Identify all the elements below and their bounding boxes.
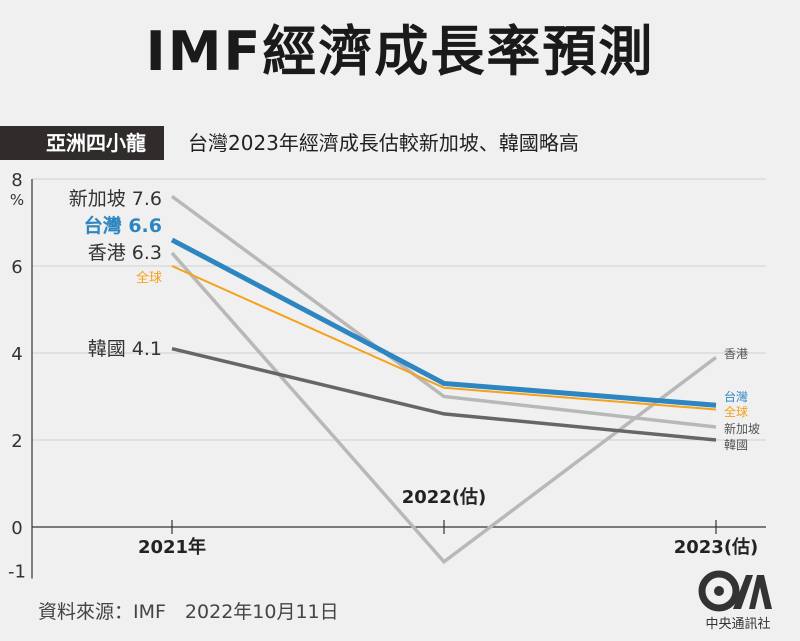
logo-label: 中央通訊社 [705,617,771,632]
end-label-global: 全球 [724,404,748,419]
grid-lines [32,178,766,528]
y-tick-label: 0 [11,518,22,539]
y-tick-label: 8 [11,170,22,191]
start-label-hongkong: 香港 6.3 [88,242,162,264]
x-category-label: 2023(估) [674,536,759,558]
series-line-hongkong [170,251,718,565]
series-line-singapore [170,194,717,429]
start-label-singapore: 新加坡 7.6 [69,188,162,210]
start-label-korea: 韓國 4.1 [88,338,162,360]
y-tick-label: 2 [11,431,22,452]
chart-subtitle: 台灣2023年經濟成長估較新加坡、韓國略高 [188,131,579,155]
x-category-label: 2022(估) [402,486,487,508]
x-category-label: 2021年 [138,536,206,558]
section-tag: 亞洲四小龍 [0,126,164,160]
series-line-korea [171,346,717,442]
y-tick-label: 4 [11,344,22,365]
cna-logo-icon [698,570,772,612]
chart-series [170,194,718,565]
end-label-korea: 韓國 [724,438,748,452]
chart-axes: -1 0 2 4 6 8% 2021年 2022(估) 2023(估) [8,170,758,583]
y-tick-label: 6 [11,257,22,278]
series-line-taiwan [170,237,717,408]
start-label-taiwan: 台灣 6.6 [84,214,162,237]
end-label-singapore: 新加坡 [724,421,760,436]
start-label-global: 全球 [136,270,162,286]
y-tick-label: -1 [8,562,26,583]
page-title: IMF經濟成長率預測 [145,20,655,83]
y-axis-unit: % [10,191,24,209]
source-note: 資料來源：IMF 2022年10月11日 [38,601,339,623]
end-label-taiwan: 台灣 [724,389,748,404]
series-line-global [171,265,717,411]
end-label-hongkong: 香港 [724,347,748,361]
